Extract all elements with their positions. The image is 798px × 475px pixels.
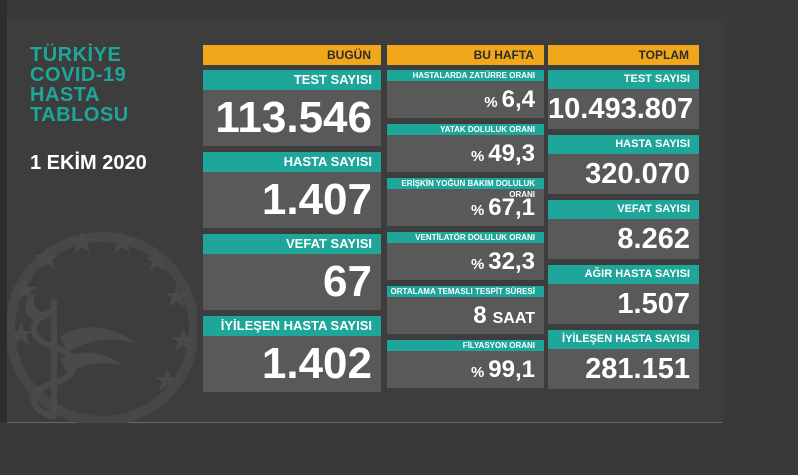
value-number: 49,3 [488, 140, 535, 167]
card-value: 281.151 [585, 353, 690, 385]
percent-sign: % [484, 94, 498, 111]
card-label: FİLYASYON ORANI [387, 340, 544, 351]
card-label: HASTA SAYISI [548, 135, 699, 154]
ministry-emblem-icon [7, 231, 197, 423]
week-filiation-card: FİLYASYON ORANI % 99,1 [387, 340, 544, 388]
card-label: HASTA SAYISI [203, 152, 381, 172]
value-unit: SAAT [492, 310, 535, 327]
week-bed-occupancy-card: YATAK DOLULUK ORANI % 49,3 [387, 124, 544, 172]
card-value: 1.407 [261, 175, 372, 224]
week-pneumonia-card: HASTALARDA ZATÜRRE ORANI % 6,4 [387, 70, 544, 118]
report-date: 1 EKİM 2020 [30, 152, 147, 174]
total-header: TOPLAM [548, 45, 699, 65]
card-value: % 49,3 [387, 135, 544, 176]
card-value: 1.507 [617, 288, 690, 320]
outer-bottom-margin [0, 423, 798, 475]
value-number: 99,1 [488, 356, 535, 383]
total-patient-card: HASTA SAYISI 320.070 [548, 135, 699, 194]
title-line-1: TÜRKİYE [30, 44, 122, 66]
value-number: 67,1 [488, 194, 535, 221]
card-label: İYİLEŞEN HASTA SAYISI [548, 330, 699, 349]
week-ventilator-card: VENTİLATÖR DOLULUK ORANI % 32,3 [387, 232, 544, 280]
card-value: 1.402 [261, 339, 372, 388]
card-value: 113.546 [215, 93, 372, 142]
percent-sign: % [470, 256, 485, 273]
today-test-card: TEST SAYISI 113.546 [203, 70, 381, 146]
today-patient-card: HASTA SAYISI 1.407 [203, 152, 381, 228]
card-label: VENTİLATÖR DOLULUK ORANI [387, 232, 544, 243]
card-value: 320.070 [585, 158, 690, 190]
total-death-card: VEFAT SAYISI 8.262 [548, 200, 699, 259]
card-label: HASTALARDA ZATÜRRE ORANI [387, 70, 544, 81]
title-line-3: HASTA [30, 84, 100, 106]
card-label: TEST SAYISI [548, 70, 699, 89]
title-line-4: TABLOSU [30, 104, 129, 126]
card-value: 10.493.807 [548, 93, 694, 125]
total-test-card: TEST SAYISI 10.493.807 [548, 70, 699, 129]
card-value: % 67,1 [387, 189, 544, 230]
total-column: TOPLAM TEST SAYISI 10.493.807 HASTA SAYI… [548, 45, 699, 395]
card-label: AĞIR HASTA SAYISI [548, 265, 699, 284]
today-death-card: VEFAT SAYISI 67 [203, 234, 381, 310]
percent-sign: % [470, 148, 485, 165]
week-icu-occupancy-card: ERİŞKİN YOĞUN BAKIM DOLULUK ORANI % 67,1 [387, 178, 544, 226]
card-value: % 32,3 [387, 243, 544, 284]
total-critical-card: AĞIR HASTA SAYISI 1.507 [548, 265, 699, 324]
outer-right-margin [722, 0, 798, 475]
week-column: BU HAFTA HASTALARDA ZATÜRRE ORANI % 6,4 Y… [387, 45, 544, 394]
title-line-2: COVID-19 [30, 64, 127, 86]
card-label: VEFAT SAYISI [548, 200, 699, 219]
total-recovered-card: İYİLEŞEN HASTA SAYISI 281.151 [548, 330, 699, 389]
percent-sign: % [470, 364, 485, 381]
page-title: TÜRKİYE COVID-19 HASTA TABLOSU [30, 45, 129, 125]
card-label: VEFAT SAYISI [203, 234, 381, 254]
covid-table-board: TÜRKİYE COVID-19 HASTA TABLOSU 1 EKİM 20… [7, 19, 722, 423]
today-column: BUGÜN TEST SAYISI 113.546 HASTA SAYISI 1… [203, 45, 381, 398]
today-header: BUGÜN [203, 45, 381, 65]
value-number: 32,3 [488, 248, 535, 275]
card-label: TEST SAYISI [203, 70, 381, 90]
outer-left-border [0, 0, 7, 475]
card-label: ORTALAMA TEMASLI TESPİT SÜRESİ [387, 286, 544, 297]
card-label: İYİLEŞEN HASTA SAYISI [203, 316, 381, 336]
card-label: ERİŞKİN YOĞUN BAKIM DOLULUK ORANI [387, 178, 544, 199]
value-number: 8 [473, 302, 487, 329]
week-header: BU HAFTA [387, 45, 544, 65]
value-number: 6,4 [501, 86, 535, 113]
card-value: % 99,1 [387, 351, 544, 392]
card-value: % 6,4 [387, 81, 544, 122]
card-value: 8.262 [617, 223, 690, 255]
card-value: 67 [323, 257, 372, 306]
week-contact-time-card: ORTALAMA TEMASLI TESPİT SÜRESİ 8 SAAT [387, 286, 544, 334]
percent-sign: % [470, 202, 485, 219]
card-label: YATAK DOLULUK ORANI [387, 124, 544, 135]
today-recovered-card: İYİLEŞEN HASTA SAYISI 1.402 [203, 316, 381, 392]
card-value: 8 SAAT [387, 297, 544, 338]
